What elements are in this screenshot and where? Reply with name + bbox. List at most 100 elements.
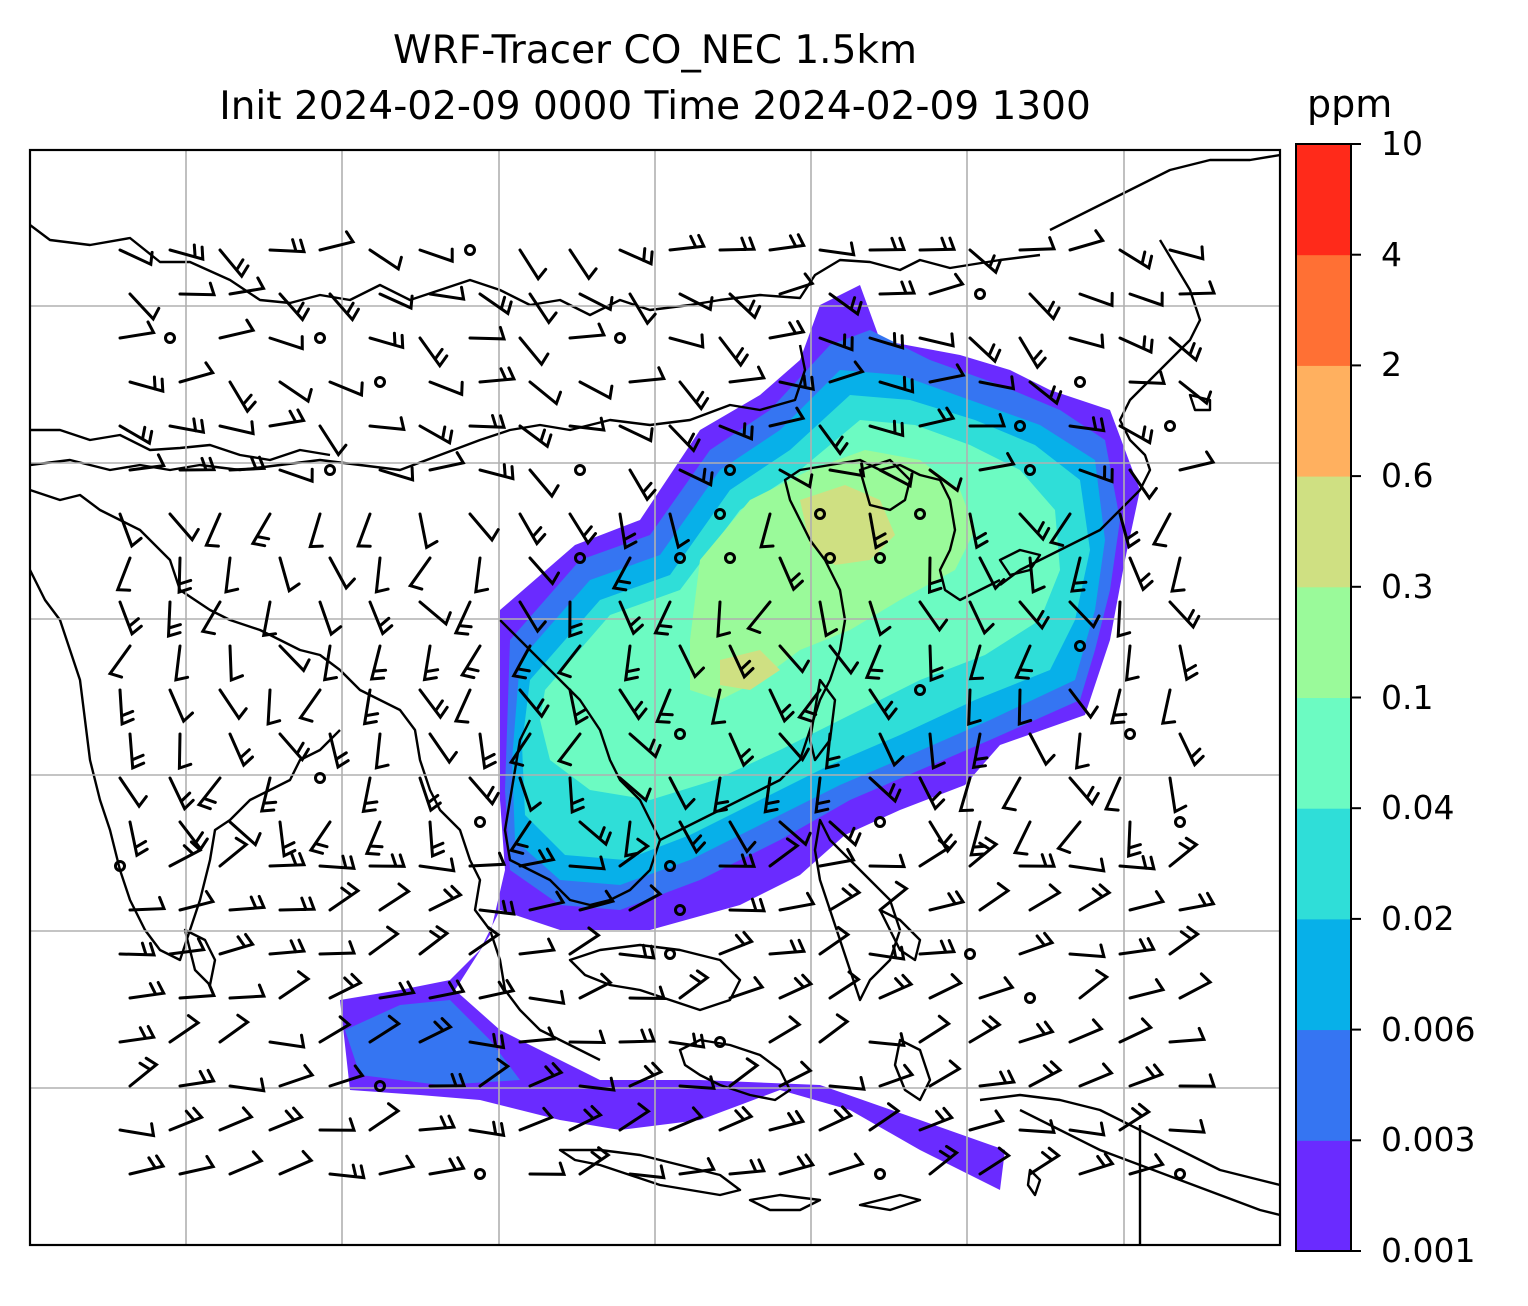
- wind-barb: [828, 360, 865, 384]
- wind-barb: [118, 776, 148, 809]
- wind-barb: [1018, 512, 1051, 542]
- wind-barb: [1028, 1146, 1062, 1176]
- calm-wind-marker: [674, 904, 686, 916]
- wind-barb: [128, 453, 166, 472]
- calm-wind-marker: [874, 552, 886, 564]
- wind-barb: [478, 899, 516, 916]
- wind-barb: [653, 600, 673, 636]
- wind-barb: [118, 688, 135, 727]
- colorbar-tick-label: 2: [1381, 345, 1402, 385]
- wind-barb: [578, 380, 614, 401]
- wind-barb: [328, 882, 361, 912]
- wind-barb: [511, 644, 532, 680]
- wind-barb: [468, 926, 501, 956]
- wind-barb: [1118, 855, 1156, 871]
- wind-barb: [828, 970, 861, 1000]
- wind-barb: [828, 820, 862, 848]
- wind-barb: [118, 1122, 156, 1138]
- wind-barb: [518, 937, 557, 956]
- wind-barb: [178, 456, 217, 472]
- colorbar-segment: [1296, 1029, 1351, 1141]
- wind-barb: [478, 979, 516, 1000]
- wind-barb: [518, 336, 550, 367]
- wind-barb: [878, 1063, 915, 1088]
- wind-barb: [368, 248, 403, 272]
- wind-barb: [177, 556, 193, 595]
- wind-barb: [918, 1106, 955, 1132]
- wind-barb: [118, 248, 154, 267]
- wind-barb: [228, 894, 267, 912]
- colorbar-tick-label: 0.02: [1381, 898, 1455, 938]
- wind-barb: [1056, 820, 1082, 854]
- wind-barb: [868, 1102, 901, 1132]
- wind-barb: [928, 890, 966, 912]
- wind-barb: [778, 973, 814, 1000]
- wind-barbs: [107, 229, 1217, 1180]
- wind-barb: [1068, 333, 1105, 349]
- wind-barb: [1168, 600, 1201, 630]
- calm-wind-marker: [1074, 376, 1086, 388]
- wind-barb: [655, 688, 674, 724]
- wind-barb: [968, 413, 1007, 428]
- wind-barb: [728, 976, 765, 1000]
- calm-wind-marker: [674, 728, 686, 740]
- wind-barb: [868, 419, 905, 438]
- colorbar-tick-label: 0.006: [1381, 1009, 1476, 1049]
- wind-barb: [428, 979, 466, 1000]
- wind-barb: [818, 1105, 854, 1132]
- wind-barb: [1168, 336, 1202, 363]
- wind-barb: [418, 600, 452, 627]
- wind-barb: [928, 468, 963, 493]
- wind-barb: [1018, 600, 1050, 631]
- wind-barb: [978, 882, 1011, 912]
- wind-barb: [828, 1076, 866, 1091]
- wind-barb: [968, 248, 1002, 275]
- wind-barb: [418, 336, 449, 369]
- wind-barb: [1068, 943, 1106, 959]
- wind-barb: [368, 1102, 401, 1132]
- wind-barb: [278, 732, 310, 763]
- wind-barb: [1028, 732, 1056, 767]
- colorbar-segment: [1296, 365, 1351, 477]
- wind-barb: [623, 644, 640, 682]
- wind-barb: [478, 732, 497, 770]
- wind-barb: [668, 233, 707, 252]
- wind-barb: [918, 1014, 952, 1044]
- calm-wind-marker: [814, 508, 826, 520]
- wind-barb: [168, 1106, 205, 1132]
- wind-barb: [528, 1062, 564, 1088]
- wind-barb: [878, 280, 917, 296]
- wind-barb: [518, 512, 547, 547]
- wind-barb: [578, 972, 613, 1000]
- wind-barb: [768, 688, 795, 724]
- wind-barb: [1014, 644, 1034, 680]
- calm-wind-marker: [114, 860, 126, 872]
- wind-barb: [1118, 937, 1157, 956]
- wind-barb: [678, 467, 714, 487]
- wind-barb: [278, 820, 297, 858]
- calm-wind-marker: [164, 332, 176, 344]
- wind-barb: [374, 732, 390, 770]
- wind-barb: [474, 556, 490, 594]
- wind-barb: [978, 1146, 1012, 1176]
- wind-barb: [928, 363, 966, 384]
- wind-barb: [518, 424, 553, 449]
- wind-barb: [178, 361, 216, 384]
- calm-wind-marker: [874, 816, 886, 828]
- wind-barb: [378, 292, 414, 311]
- wind-barb: [878, 468, 914, 489]
- wind-barb: [768, 1110, 806, 1132]
- wind-barb: [1068, 600, 1101, 630]
- wind-barb: [611, 556, 632, 592]
- wind-barb: [528, 556, 560, 586]
- wind-barb: [518, 847, 556, 868]
- wind-barb: [128, 895, 167, 912]
- wind-barb: [468, 1120, 506, 1138]
- wind-barb: [407, 556, 432, 591]
- wind-barb: [1068, 1121, 1106, 1137]
- wind-barb: [418, 857, 456, 873]
- wind-barb: [618, 424, 654, 443]
- calm-wind-marker: [1174, 1168, 1186, 1180]
- calm-wind-marker: [1074, 640, 1086, 652]
- wind-barb: [328, 1064, 365, 1088]
